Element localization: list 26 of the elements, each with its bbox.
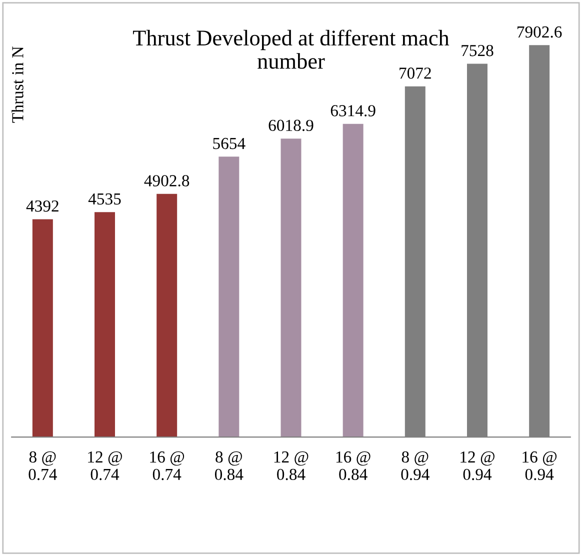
chart-title: Thrust Developed at different mach number <box>133 30 450 69</box>
x-tick-label: 12 @ 0.94 <box>460 451 494 480</box>
bar <box>32 219 53 438</box>
data-label: 4902.8 <box>144 175 190 186</box>
bar <box>342 124 364 438</box>
data-label: 4535 <box>88 193 121 205</box>
bar <box>280 138 302 438</box>
y-axis-title: Thrust in N <box>12 46 24 123</box>
x-tick-label: 12 @ 0.84 <box>274 451 308 480</box>
data-label: 6018.9 <box>268 120 314 132</box>
data-label: 4392 <box>26 200 58 212</box>
bar <box>94 212 116 438</box>
x-tick-label: 16 @ 0.94 <box>522 451 557 480</box>
x-tick-label: 8 @ 0.74 <box>28 451 58 480</box>
data-label: 7902.6 <box>518 26 562 38</box>
data-label: 7528 <box>462 44 494 56</box>
x-tick-label: 8 @ 0.84 <box>214 451 244 480</box>
x-tick-label: 16 @ 0.84 <box>336 451 370 480</box>
x-tick-label: 8 @ 0.94 <box>401 451 430 480</box>
data-label: 5654 <box>213 138 246 150</box>
x-tick-label: 16 @ 0.74 <box>150 451 184 480</box>
x-tick-label: 12 @ 0.74 <box>88 451 122 480</box>
bar <box>156 194 178 438</box>
data-label: 7072 <box>400 68 431 79</box>
data-label: 6314.9 <box>330 105 376 116</box>
bar <box>218 156 240 438</box>
